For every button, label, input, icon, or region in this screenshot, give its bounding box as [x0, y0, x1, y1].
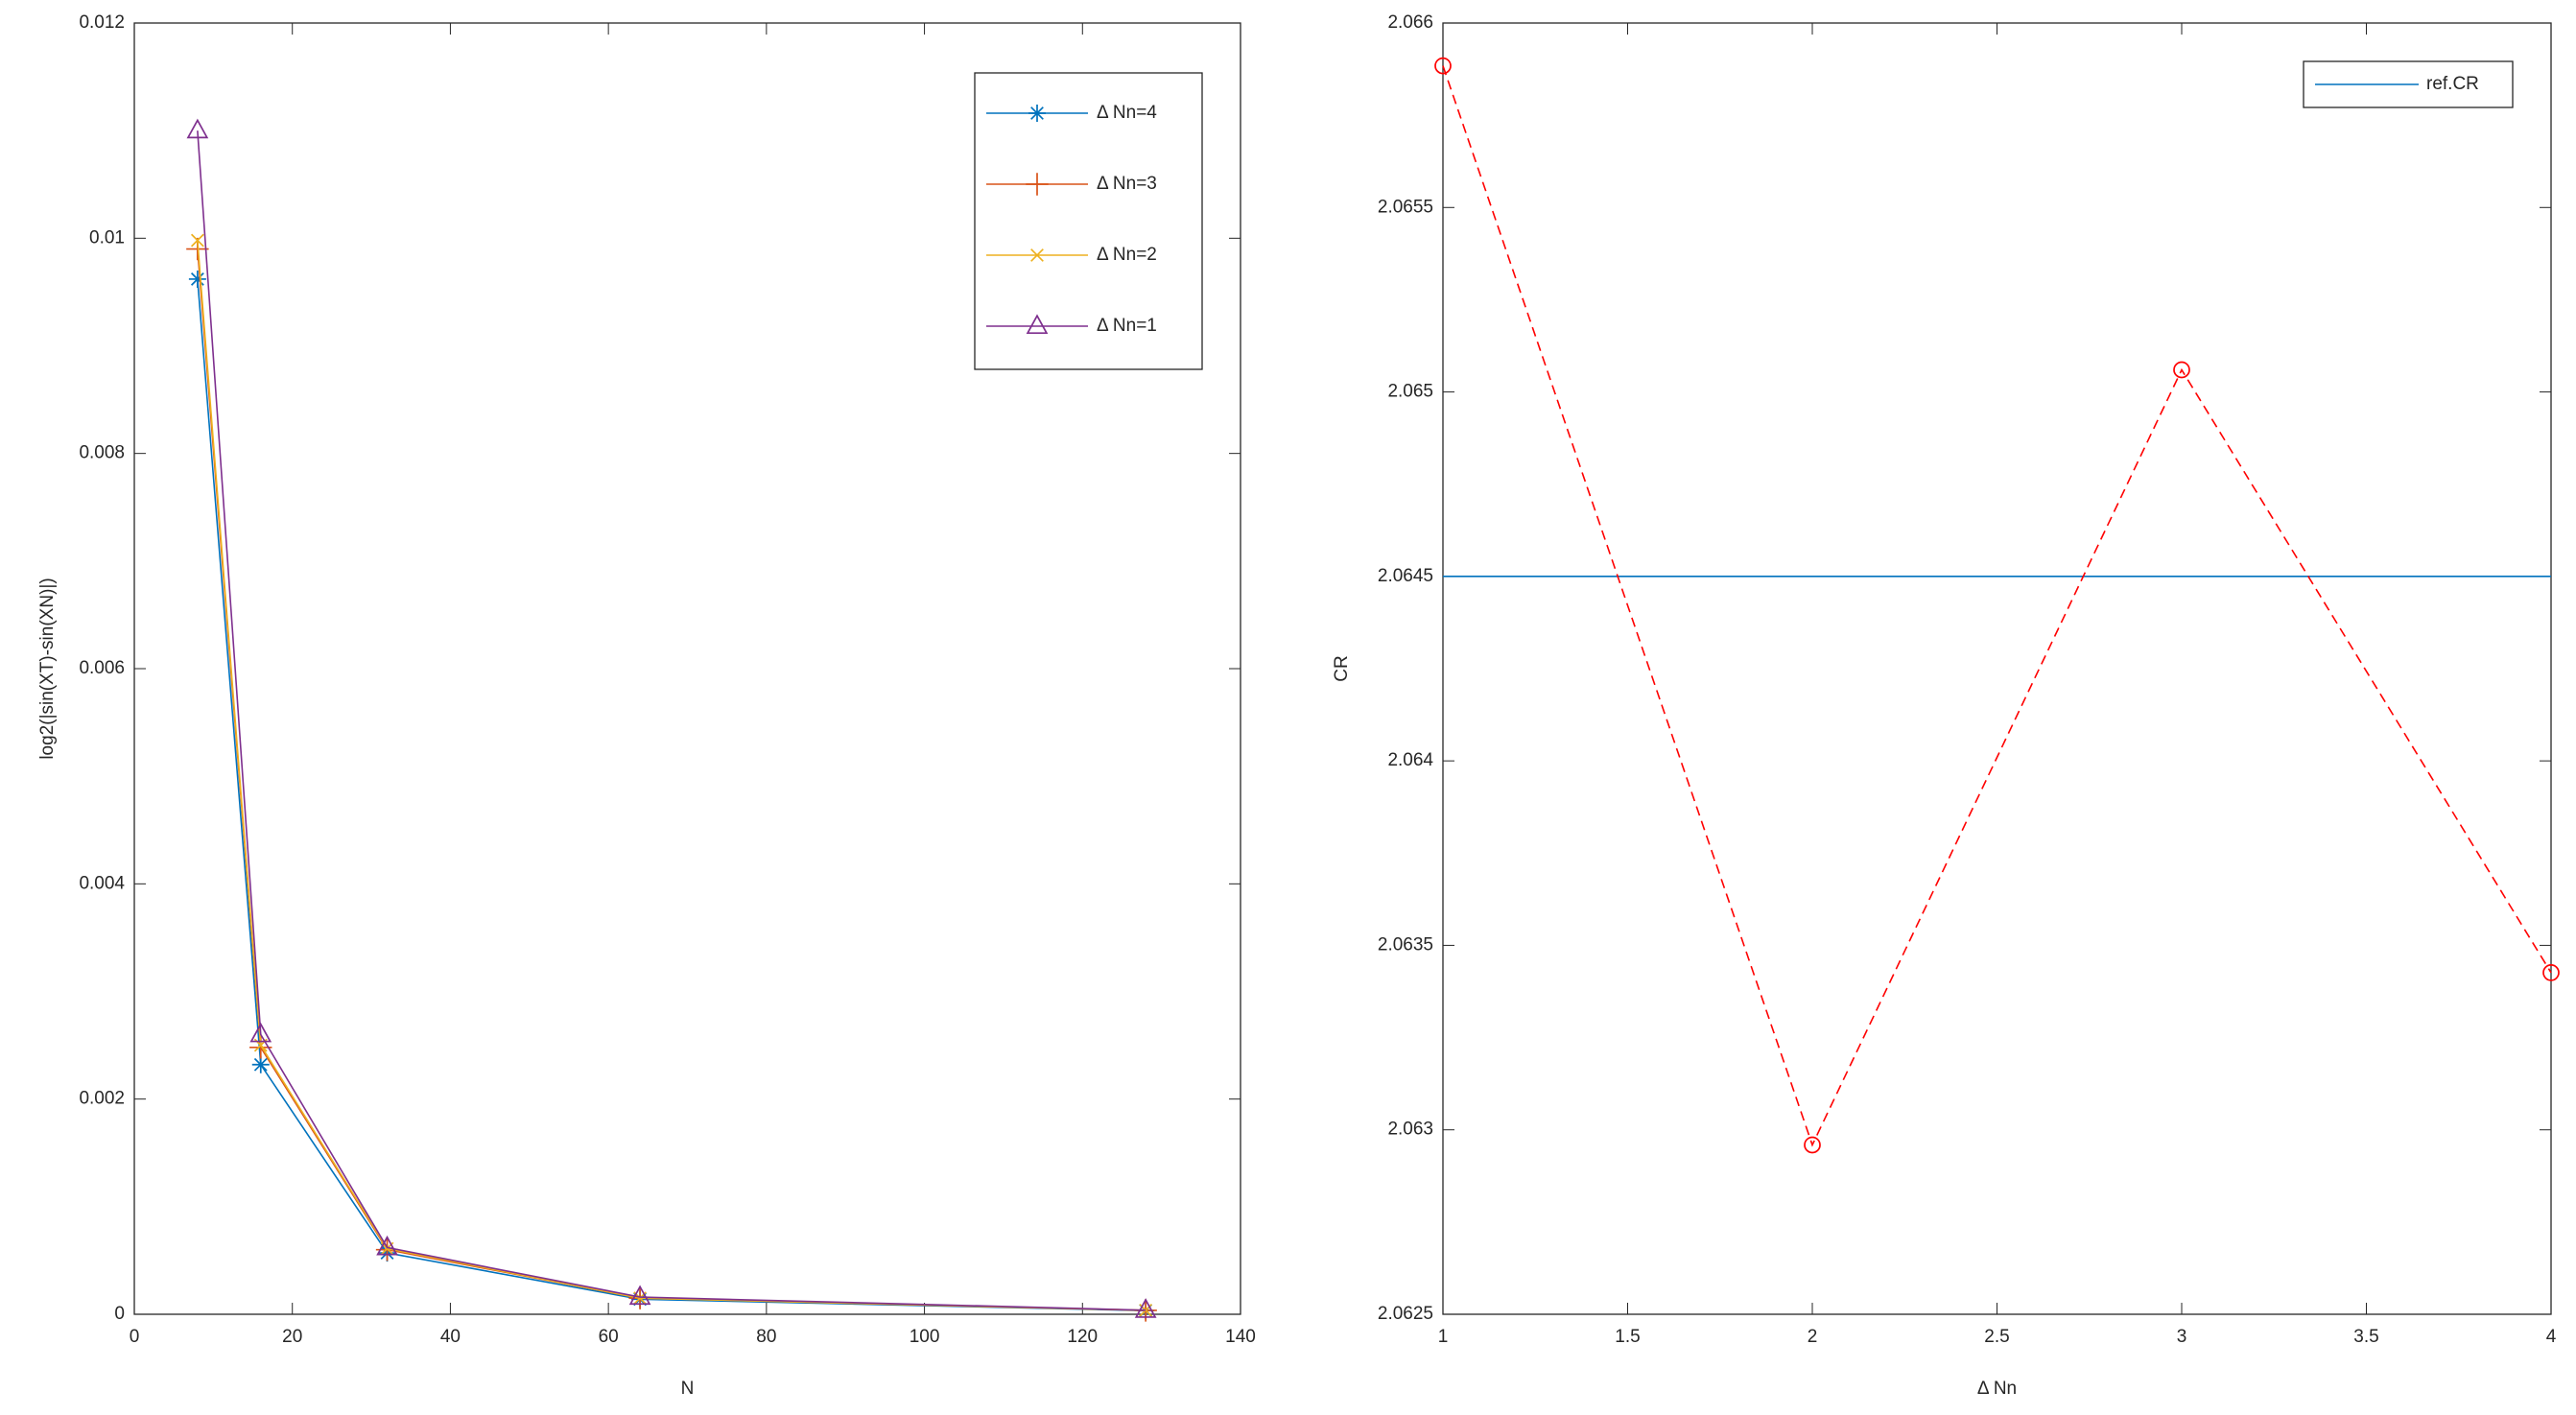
- y-tick-label: 2.064: [1387, 750, 1433, 770]
- legend-label: Δ Nn=4: [1097, 103, 1157, 123]
- y-tick-label: 2.0625: [1378, 1304, 1433, 1324]
- x-tick-label: 2: [1808, 1327, 1818, 1347]
- legend-box: [974, 72, 1203, 370]
- x-tick-label: 20: [282, 1327, 302, 1347]
- legend-marker: [1026, 314, 1049, 335]
- marker: [1804, 1136, 1821, 1154]
- legend-marker: [1028, 105, 1046, 122]
- marker: [190, 233, 204, 248]
- x-tick-label: 40: [440, 1327, 461, 1347]
- y-tick-label: 0.002: [79, 1089, 125, 1109]
- y-tick-label: 2.063: [1387, 1120, 1433, 1140]
- x-tick-label: 100: [910, 1327, 940, 1347]
- legend-label: Δ Nn=2: [1097, 245, 1157, 265]
- legend-marker: [1026, 173, 1049, 196]
- legend-label: Δ Nn=3: [1097, 174, 1157, 194]
- marker: [376, 1235, 398, 1256]
- y-tick-label: 0.006: [79, 658, 125, 678]
- x-tick-label: 140: [1225, 1327, 1256, 1347]
- x-tick-label: 2.5: [1984, 1327, 2009, 1347]
- plot-area: [1442, 22, 2552, 1315]
- y-axis-label: log2(|sin(XT)-sin(XN)|): [37, 578, 58, 759]
- x-axis-label: Δ Nn: [1977, 1379, 2017, 1399]
- y-tick-label: 0.01: [89, 227, 125, 248]
- y-tick-label: 2.065: [1387, 382, 1433, 402]
- x-tick-label: 120: [1067, 1327, 1098, 1347]
- x-tick-label: 0: [130, 1327, 140, 1347]
- marker: [2542, 964, 2560, 981]
- y-tick-label: 0: [114, 1304, 125, 1324]
- marker: [188, 270, 206, 288]
- x-tick-label: 3: [2177, 1327, 2187, 1347]
- y-tick-label: 0.012: [79, 12, 125, 33]
- x-tick-label: 3.5: [2353, 1327, 2378, 1347]
- x-tick-label: 60: [599, 1327, 619, 1347]
- legend: Δ Nn=4 Δ Nn=3 Δ Nn=2 Δ Nn=1: [974, 72, 1203, 370]
- y-tick-label: 2.066: [1387, 12, 1433, 33]
- y-tick-label: 0.004: [79, 873, 125, 893]
- marker: [2173, 361, 2190, 379]
- marker: [249, 1022, 272, 1043]
- marker: [186, 118, 209, 139]
- x-tick-label: 4: [2546, 1327, 2557, 1347]
- y-tick-label: 2.0635: [1378, 934, 1433, 955]
- y-tick-label: 2.0645: [1378, 566, 1433, 586]
- y-tick-label: 2.0655: [1378, 197, 1433, 217]
- x-tick-label: 1: [1438, 1327, 1449, 1347]
- series-line: [197, 130, 1146, 1311]
- legend: ref.CR: [2303, 60, 2514, 108]
- legend-label: ref.CR: [2426, 74, 2479, 94]
- x-axis-label: N: [681, 1379, 695, 1399]
- marker: [1434, 57, 1452, 75]
- y-axis-label: CR: [1332, 655, 1352, 681]
- x-tick-label: 1.5: [1615, 1327, 1640, 1347]
- legend-marker: [1030, 248, 1044, 262]
- marker: [1134, 1298, 1157, 1318]
- legend-label: Δ Nn=1: [1097, 316, 1157, 336]
- marker: [251, 1055, 270, 1073]
- series-line: [1442, 65, 2552, 1147]
- marker: [628, 1285, 651, 1306]
- x-tick-label: 80: [756, 1327, 776, 1347]
- y-tick-label: 0.008: [79, 443, 125, 463]
